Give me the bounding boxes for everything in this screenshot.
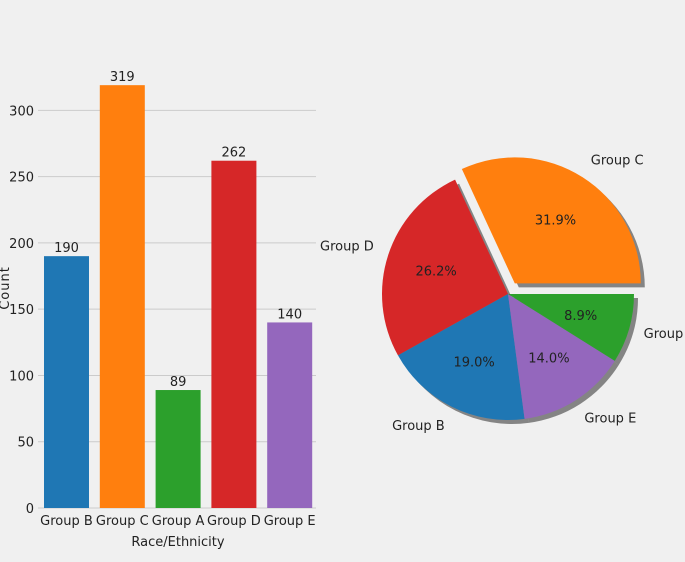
pie-label-group-a: Group A (644, 327, 685, 342)
y-tick-1: 50 (17, 436, 34, 451)
pie-label-group-e: Group E (584, 412, 636, 427)
y-tick-0: 0 (26, 502, 34, 517)
pie-label-group-d: Group D (320, 239, 374, 254)
pie-slice-group-e (508, 294, 615, 419)
bar-group-b (44, 256, 89, 508)
pie-label-group-b: Group B (392, 419, 445, 434)
x-tick-3: Group D (207, 514, 261, 529)
pie-slice-group-d (382, 179, 508, 356)
bar-value-label-0: 190 (54, 241, 79, 256)
bar-value-label-4: 140 (277, 307, 302, 322)
pie-slices (382, 157, 641, 420)
bar-y-axis-label: Count (0, 266, 13, 310)
x-tick-2: Group A (152, 514, 205, 529)
x-tick-0: Group B (40, 514, 93, 529)
y-tick-4: 200 (9, 237, 34, 252)
x-tick-1: Group C (96, 514, 149, 529)
pie-label-group-c: Group C (591, 153, 644, 168)
bar-group-c (99, 85, 145, 508)
bar-group-e (267, 322, 313, 508)
pie-percent-labels: 31.9% 26.2% 19.0% 14.0% 8.9% (415, 214, 597, 371)
y-tick-3: 150 (9, 303, 34, 318)
pie-slice-group-b (397, 294, 525, 420)
bar-value-label-3: 262 (221, 146, 246, 161)
bar-value-label-2: 89 (170, 375, 187, 390)
pie-pct-group-c: 31.9% (535, 214, 576, 229)
pie-slice-group-a (508, 294, 634, 361)
bar-group-d (211, 160, 257, 508)
bar-chart: 0 50 100 150 200 250 300 Group B Group C Group A… (0, 70, 316, 550)
bar-x-axis-label: Race/Ethnicity (131, 535, 224, 550)
pie-pct-group-d: 26.2% (415, 265, 456, 280)
x-tick-4: Group E (264, 514, 316, 529)
bar-group-a (155, 390, 201, 508)
bar-category-labels: Group B Group C Group A Group D Group E (40, 514, 315, 529)
pie-slice-group-c (461, 157, 641, 284)
bar-value-label-1: 319 (110, 70, 135, 85)
y-tick-6: 300 (9, 104, 34, 119)
pie-pct-group-a: 8.9% (564, 309, 597, 324)
bar-value-labels: 190 319 89 262 140 (54, 70, 302, 390)
bar-y-ticks: 0 50 100 150 200 250 300 (9, 104, 34, 517)
y-tick-5: 250 (9, 171, 34, 186)
bar-marks (44, 85, 313, 508)
pie-group-labels: Group C Group D Group B Group E Group A (320, 153, 685, 434)
y-tick-2: 100 (9, 369, 34, 384)
pie-pct-group-e: 14.0% (528, 352, 569, 367)
pie-pct-group-b: 19.0% (453, 356, 494, 371)
